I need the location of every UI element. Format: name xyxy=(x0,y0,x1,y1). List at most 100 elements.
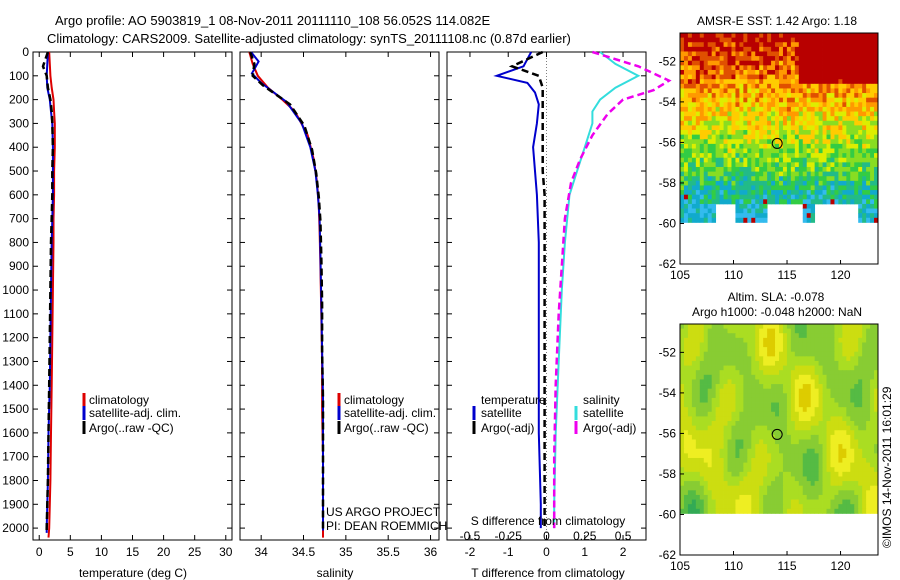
heatmap-cell xyxy=(814,337,819,343)
heatmap-cell xyxy=(830,102,835,108)
heatmap-cell xyxy=(814,143,819,149)
heatmap-cell xyxy=(830,157,835,163)
heatmap-cell xyxy=(707,393,713,399)
heatmap-cell xyxy=(810,457,816,463)
heatmap-cell xyxy=(850,111,855,117)
heatmap-cell xyxy=(814,481,819,487)
heatmap-cell xyxy=(782,430,788,436)
heatmap-cell xyxy=(818,439,823,445)
heatmap-cell xyxy=(814,485,819,491)
heatmap-cell xyxy=(715,65,720,71)
heatmap-cell xyxy=(862,51,867,57)
heatmap-cell xyxy=(743,453,748,459)
heatmap-cell xyxy=(806,116,812,122)
heatmap-cell xyxy=(830,324,835,330)
heatmap-cell xyxy=(850,79,855,85)
heatmap-cell xyxy=(779,430,784,436)
heatmap-cell xyxy=(834,337,839,343)
heatmap-cell xyxy=(735,481,740,487)
heatmap-cell xyxy=(703,106,709,112)
heatmap-cell xyxy=(850,467,855,473)
heatmap-cell xyxy=(695,476,701,482)
heatmap-cell xyxy=(683,106,689,112)
heatmap-cell xyxy=(782,416,788,422)
heatmap-cell xyxy=(846,393,851,399)
heatmap-cell xyxy=(798,448,804,454)
heatmap-cell xyxy=(735,365,740,371)
heatmap-cell xyxy=(810,425,816,431)
heatmap-cell xyxy=(723,60,728,66)
heatmap-cell xyxy=(794,56,800,62)
heatmap-cell xyxy=(834,162,839,168)
heatmap-cell xyxy=(727,494,732,500)
heatmap-cell xyxy=(866,69,871,75)
heatmap-cell xyxy=(842,444,847,450)
heatmap-cell xyxy=(683,457,689,463)
heatmap-cell xyxy=(810,130,816,136)
heatmap-cell xyxy=(747,213,752,219)
heatmap-cell xyxy=(715,347,720,353)
heatmap-cell xyxy=(830,176,835,182)
heatmap-cell xyxy=(818,388,823,394)
heatmap-cell xyxy=(790,171,796,177)
heatmap-cell xyxy=(767,411,772,417)
heatmap-cell xyxy=(870,444,875,450)
heatmap-cell xyxy=(810,407,816,413)
heatmap-cell xyxy=(747,411,752,417)
heatmap-cell xyxy=(703,508,709,514)
heatmap-cell xyxy=(715,504,720,510)
heatmap-cell xyxy=(687,185,693,191)
heatmap-cell xyxy=(858,453,863,459)
heatmap-cell xyxy=(735,397,740,403)
heatmap-cell xyxy=(727,176,732,182)
heatmap-cell xyxy=(731,74,736,80)
heatmap-cell xyxy=(834,79,839,85)
heatmap-cell xyxy=(874,499,879,505)
heatmap-cell xyxy=(715,397,720,403)
heatmap-cell xyxy=(683,379,689,385)
heatmap-cell xyxy=(818,116,823,122)
heatmap-cell xyxy=(707,370,713,376)
heatmap-cell xyxy=(830,171,835,177)
heatmap-cell xyxy=(794,430,800,436)
heatmap-cell xyxy=(810,42,816,48)
heatmap-cell xyxy=(747,379,752,385)
legend-header-salinity: salinity xyxy=(583,393,620,407)
heatmap-cell xyxy=(771,56,776,62)
heatmap-cell xyxy=(771,69,776,75)
heatmap-cell xyxy=(786,425,792,431)
heatmap-cell xyxy=(834,434,839,440)
heatmap-cell xyxy=(739,360,744,366)
heatmap-cell xyxy=(806,356,812,362)
heatmap-cell xyxy=(719,333,724,339)
heatmap-cell xyxy=(870,190,875,196)
heatmap-cell xyxy=(723,111,728,117)
heatmap-cell xyxy=(822,143,827,149)
heatmap-cell xyxy=(858,504,863,510)
heatmap-cell xyxy=(790,51,796,57)
heatmap-cell xyxy=(683,504,689,510)
heatmap-cell xyxy=(727,153,732,159)
heatmap-cell xyxy=(854,351,859,357)
heatmap-cell xyxy=(786,180,792,186)
heatmap-cell xyxy=(719,360,724,366)
heatmap-cell xyxy=(715,370,720,376)
heatmap-cell xyxy=(699,37,705,43)
depth-tick-label: 1200 xyxy=(2,331,29,345)
heatmap-cell xyxy=(838,97,843,103)
heatmap-cell xyxy=(870,153,875,159)
heatmap-cell xyxy=(838,134,843,140)
heatmap-cell xyxy=(763,333,768,339)
heatmap-cell xyxy=(866,37,871,43)
heatmap-cell xyxy=(806,97,812,103)
heatmap-cell xyxy=(779,485,784,491)
heatmap-cell xyxy=(695,106,701,112)
heatmap-cell xyxy=(786,56,792,62)
heatmap-cell xyxy=(699,485,705,491)
heatmap-cell xyxy=(691,171,697,177)
heatmap-cell xyxy=(842,130,847,136)
heatmap-cell xyxy=(802,88,808,94)
heatmap-cell xyxy=(866,411,871,417)
heatmap-cell xyxy=(862,162,867,168)
heatmap-cell xyxy=(850,365,855,371)
